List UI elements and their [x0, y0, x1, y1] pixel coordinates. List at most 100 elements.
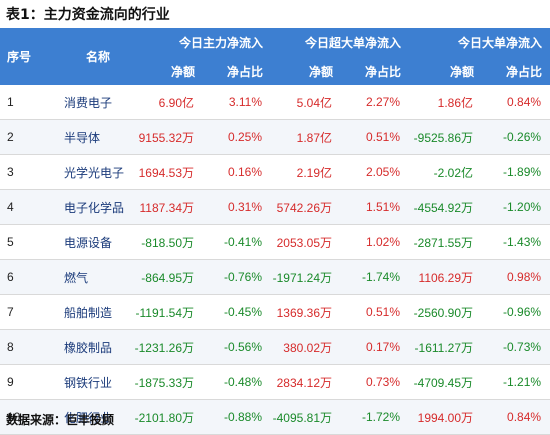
- cell-net-ratio: -1.43%: [482, 224, 550, 260]
- row-sector-name: 消费电子: [62, 85, 134, 120]
- cell-net-ratio: 0.84%: [482, 85, 550, 120]
- cell-net-amount: -2871.55万: [409, 224, 483, 260]
- table-row: 9 钢铁行业 -1875.33万 -0.48% 2834.12万 0.73% -4709.4…: [0, 364, 550, 400]
- row-index: 9: [0, 364, 62, 400]
- row-index: 8: [0, 329, 62, 365]
- cell-net-amount: -4095.81万: [271, 399, 342, 435]
- cell-net-amount: 5742.26万: [271, 189, 342, 225]
- cell-net-amount: -2101.80万: [134, 399, 203, 435]
- cell-net-amount: 6.90亿: [134, 85, 203, 120]
- table-row: 6 燃气 -864.95万 -0.76% -1971.24万 -1.74% 1106.29万…: [0, 259, 550, 295]
- row-sector-name: 橡胶制品: [62, 329, 134, 365]
- cell-net-amount: -4554.92万: [409, 189, 483, 225]
- cell-net-amount: 5.04亿: [271, 85, 342, 120]
- table-row: 10 化肥行业 -2101.80万 -0.88% -4095.81万 -1.72% 1994…: [0, 399, 550, 435]
- header-index: 序号: [0, 28, 62, 85]
- data-source: 数据来源：巨丰投顾: [6, 413, 115, 427]
- cell-net-amount: -864.95万: [134, 259, 203, 295]
- cell-net-ratio: 2.27%: [341, 85, 410, 120]
- table-row: 8 橡胶制品 -1231.26万 -0.56% 380.02万 0.17% -1611.27…: [0, 329, 550, 365]
- sector-flow-table: 序号 名称 今日主力净流入 今日超大单净流入 今日大单净流入 净额 净占比 净额…: [0, 28, 550, 435]
- cell-net-ratio: -0.56%: [203, 329, 272, 365]
- cell-net-amount: 1694.53万: [134, 154, 203, 190]
- table-row: 2 半导体 9155.32万 0.25% 1.87亿 0.51% -9525.86万 -0.2…: [0, 119, 550, 155]
- cell-net-amount: 1106.29万: [409, 259, 483, 295]
- header-net-ratio: 净占比: [341, 57, 410, 85]
- cell-net-ratio: 0.73%: [341, 364, 410, 400]
- cell-net-amount: 1.86亿: [409, 85, 483, 120]
- row-index: 3: [0, 154, 62, 190]
- cell-net-amount: 2.19亿: [271, 154, 342, 190]
- cell-net-amount: 380.02万: [271, 329, 342, 365]
- row-sector-name: 光学光电子: [62, 154, 134, 190]
- cell-net-ratio: 0.16%: [203, 154, 272, 190]
- cell-net-amount: -1971.24万: [271, 259, 342, 295]
- cell-net-ratio: 0.51%: [341, 294, 410, 330]
- cell-net-amount: -1191.54万: [134, 294, 203, 330]
- cell-net-ratio: -0.26%: [482, 119, 550, 155]
- cell-net-amount: -2.02亿: [409, 154, 483, 190]
- cell-net-amount: 1369.36万: [271, 294, 342, 330]
- cell-net-ratio: -0.48%: [203, 364, 272, 400]
- cell-net-amount: -818.50万: [134, 224, 203, 260]
- cell-net-ratio: 0.31%: [203, 189, 272, 225]
- row-sector-name: 半导体: [62, 119, 134, 155]
- header-net-amount: 净额: [271, 57, 342, 85]
- cell-net-ratio: 1.02%: [341, 224, 410, 260]
- row-index: 10: [0, 399, 62, 435]
- cell-net-amount: 1994.00万: [409, 399, 483, 435]
- cell-net-ratio: 0.51%: [341, 119, 410, 155]
- header-name: 名称: [62, 28, 134, 85]
- cell-net-amount: -1231.26万: [134, 329, 203, 365]
- cell-net-ratio: -0.73%: [482, 329, 550, 365]
- table-row: 7 船舶制造 -1191.54万 -0.45% 1369.36万 0.51% -2560.9…: [0, 294, 550, 330]
- cell-net-ratio: -1.72%: [341, 399, 410, 435]
- table-row: 4 电子化学品 1187.34万 0.31% 5742.26万 1.51% -4554.92…: [0, 189, 550, 225]
- header-super-large-inflow: 今日超大单净流入: [271, 28, 410, 57]
- cell-net-ratio: -0.76%: [203, 259, 272, 295]
- cell-net-ratio: -0.41%: [203, 224, 272, 260]
- table-row: 1 消费电子 6.90亿 3.11% 5.04亿 2.27% 1.86亿 0.84%: [0, 85, 550, 120]
- cell-net-amount: 2053.05万: [271, 224, 342, 260]
- table-title: 表1：主力资金流向的行业: [6, 7, 170, 23]
- table-row: 5 电源设备 -818.50万 -0.41% 2053.05万 1.02% -2871.55…: [0, 224, 550, 260]
- header-large-inflow: 今日大单净流入: [409, 28, 550, 57]
- row-index: 5: [0, 224, 62, 260]
- row-sector-name: 船舶制造: [62, 294, 134, 330]
- cell-net-ratio: 0.98%: [482, 259, 550, 295]
- table-row: 3 光学光电子 1694.53万 0.16% 2.19亿 2.05% -2.02亿 -1.89…: [0, 154, 550, 190]
- cell-net-amount: -9525.86万: [409, 119, 483, 155]
- cell-net-ratio: 0.17%: [341, 329, 410, 365]
- cell-net-ratio: -1.20%: [482, 189, 550, 225]
- header-net-ratio: 净占比: [482, 57, 550, 85]
- row-index: 4: [0, 189, 62, 225]
- header-net-ratio: 净占比: [203, 57, 272, 85]
- row-index: 1: [0, 85, 62, 120]
- cell-net-amount: 2834.12万: [271, 364, 342, 400]
- cell-net-amount: -1875.33万: [134, 364, 203, 400]
- cell-net-ratio: -0.45%: [203, 294, 272, 330]
- header-net-amount: 净额: [409, 57, 483, 85]
- cell-net-ratio: 1.51%: [341, 189, 410, 225]
- row-sector-name: 电源设备: [62, 224, 134, 260]
- cell-net-amount: 9155.32万: [134, 119, 203, 155]
- row-sector-name: 燃气: [62, 259, 134, 295]
- cell-net-ratio: 3.11%: [203, 85, 272, 120]
- row-index: 2: [0, 119, 62, 155]
- cell-net-ratio: -1.21%: [482, 364, 550, 400]
- cell-net-ratio: -0.88%: [203, 399, 272, 435]
- cell-net-ratio: 2.05%: [341, 154, 410, 190]
- row-sector-name: 钢铁行业: [62, 364, 134, 400]
- header-main-inflow: 今日主力净流入: [134, 28, 272, 57]
- cell-net-ratio: 0.25%: [203, 119, 272, 155]
- cell-net-ratio: -0.96%: [482, 294, 550, 330]
- cell-net-amount: 1187.34万: [134, 189, 203, 225]
- cell-net-ratio: -1.74%: [341, 259, 410, 295]
- cell-net-amount: -1611.27万: [409, 329, 483, 365]
- header-net-amount: 净额: [134, 57, 203, 85]
- row-sector-name: 电子化学品: [62, 189, 134, 225]
- cell-net-amount: 1.87亿: [271, 119, 342, 155]
- cell-net-ratio: -1.89%: [482, 154, 550, 190]
- row-index: 6: [0, 259, 62, 295]
- cell-net-amount: -2560.90万: [409, 294, 483, 330]
